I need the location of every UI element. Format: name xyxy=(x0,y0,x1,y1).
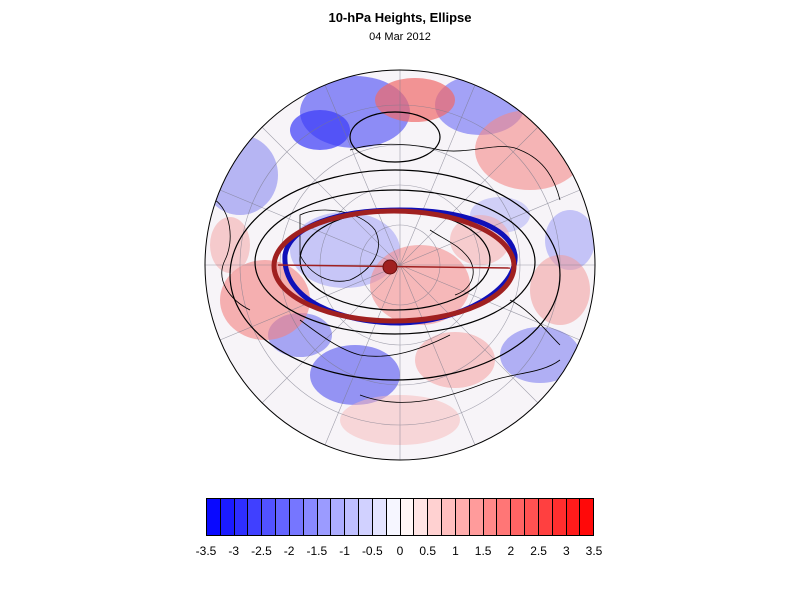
colorbar-swatch xyxy=(414,499,429,535)
graticule xyxy=(205,70,595,460)
colorbar-swatch xyxy=(303,499,318,535)
vortex-diagnostics xyxy=(271,207,518,326)
colorbar-tick-label: 0 xyxy=(396,544,404,558)
colorbar-tick-label: -3.5 xyxy=(195,544,217,558)
colorbar-swatch xyxy=(525,499,539,535)
colorbar-swatches xyxy=(206,498,594,536)
colorbar-swatch xyxy=(220,499,235,535)
colorbar-swatch xyxy=(317,499,332,535)
colorbar-tick-label: 2.5 xyxy=(530,544,547,558)
colorbar-swatch xyxy=(262,499,277,535)
colorbar xyxy=(206,498,594,536)
colorbar-tick-label: -2 xyxy=(283,544,295,558)
colorbar-tick-label: 0.5 xyxy=(419,544,437,558)
vortex-centroid-marker xyxy=(382,259,398,275)
colorbar-tick-label: 3.5 xyxy=(585,544,603,558)
contour-line xyxy=(229,169,561,381)
globe-outline xyxy=(204,69,596,461)
map-date: 04 Mar 2012 xyxy=(369,31,431,43)
colorbar-swatch xyxy=(331,499,346,535)
colorbar-tick-label: -1.5 xyxy=(306,544,328,558)
colorbar-tick-label: 3 xyxy=(562,544,570,558)
colorbar-swatch xyxy=(483,499,498,535)
colorbar-swatch xyxy=(359,499,373,535)
colorbar-swatch xyxy=(289,499,304,535)
anomaly-shading xyxy=(205,75,595,445)
colorbar-swatch xyxy=(497,499,512,535)
colorbar-swatch xyxy=(400,499,415,535)
colorbar-tick-label: 2 xyxy=(507,544,515,558)
colorbar-swatch xyxy=(552,499,567,535)
contour-line xyxy=(349,111,441,163)
colorbar-tick-labels: -3.5 -3 -2.5 -2 -1.5 -1 -0.5 0 0.5 1 1.5 2 2.5 3 3.5 xyxy=(196,544,603,560)
colorbar-tick-label: -2.5 xyxy=(251,544,272,558)
contour-line xyxy=(254,189,536,335)
colorbar-swatch xyxy=(386,499,401,535)
colorbar-swatch xyxy=(566,499,581,535)
colorbar-swatch xyxy=(538,499,553,535)
colorbar-swatch xyxy=(469,499,484,535)
colorbar-swatch xyxy=(207,499,221,535)
colorbar-tick-label: -3 xyxy=(228,544,240,558)
height-contours xyxy=(229,111,561,381)
colorbar-swatch xyxy=(428,499,443,535)
colorbar-swatch xyxy=(345,499,360,535)
colorbar-swatch xyxy=(248,499,263,535)
colorbar-swatch xyxy=(455,499,470,535)
fitted-ellipse xyxy=(271,208,517,324)
colorbar-tick-label: -0.5 xyxy=(361,544,383,558)
colorbar-swatch xyxy=(511,499,526,535)
colorbar-swatch xyxy=(276,499,290,535)
colorbar-swatch xyxy=(372,499,387,535)
map-title: 10-hPa Heights, Ellipse xyxy=(328,10,472,25)
colorbar-swatch xyxy=(580,499,594,535)
colorbar-tick-label: -1 xyxy=(339,544,350,558)
colorbar-swatch xyxy=(442,499,456,535)
colorbar-swatch xyxy=(234,499,249,535)
colorbar-tick-label: 1 xyxy=(452,544,459,558)
globe xyxy=(204,69,596,461)
colorbar-tick-label: 1.5 xyxy=(474,544,492,558)
